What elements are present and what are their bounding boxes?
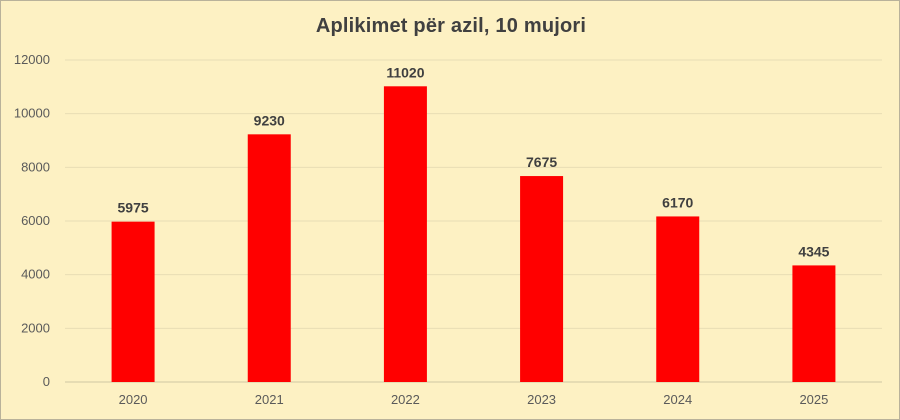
data-label: 7675 [526,154,557,170]
x-tick-label: 2025 [799,392,828,407]
x-tick-label: 2024 [663,392,692,407]
y-tick-label: 10000 [14,106,50,121]
y-tick-label: 0 [43,374,50,389]
y-tick-label: 6000 [21,213,50,228]
data-label: 11020 [386,64,424,80]
data-labels: 5975 9230 11020 7675 6170 4345 [118,64,830,259]
gridlines [65,59,882,383]
x-tick-label: 2021 [255,392,284,407]
bar-2021 [247,134,291,382]
data-label: 5975 [118,200,149,216]
data-label: 9230 [254,112,285,128]
y-tick-label: 12000 [14,52,50,67]
x-tick-label: 2020 [119,392,148,407]
y-tick-label: 4000 [21,267,50,282]
chart-title: Aplikimet për azil, 10 mujori [315,15,587,37]
bar-2023 [520,176,564,382]
bar-2024 [656,216,700,382]
bar-2022 [383,86,427,383]
y-tick-label: 8000 [21,159,50,174]
data-label: 4345 [798,243,829,259]
x-tick-label: 2023 [527,392,556,407]
y-axis-ticks: 0 2000 4000 6000 8000 10000 12000 [14,52,50,389]
bars [111,86,836,383]
bar-2025 [792,265,836,382]
bar-2020 [111,221,155,382]
data-label: 6170 [662,194,693,210]
x-tick-label: 2022 [391,392,420,407]
x-axis-ticks: 2020 2021 2022 2023 2024 2025 [119,392,829,407]
y-tick-label: 2000 [21,320,50,335]
